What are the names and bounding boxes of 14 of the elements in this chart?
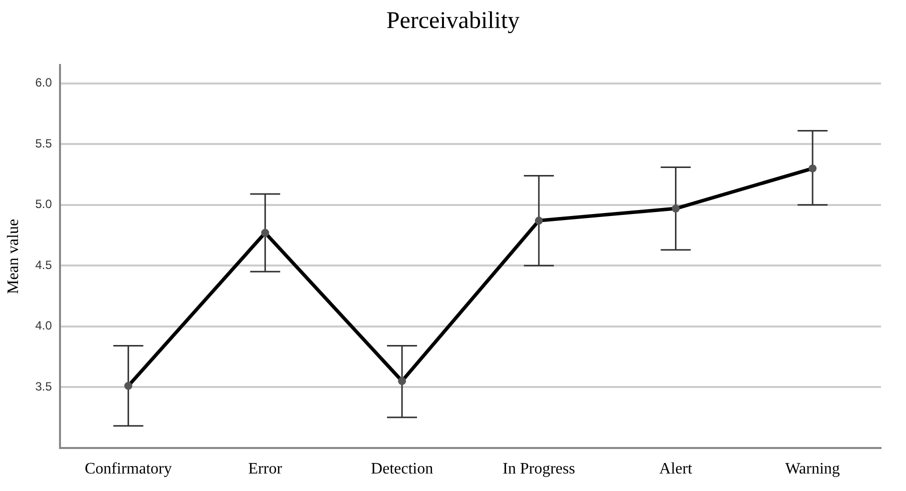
x-tick-label: Warning <box>785 460 840 478</box>
x-tick-label: In Progress <box>502 460 576 478</box>
y-tick-label: 4.0 <box>35 318 52 333</box>
y-tick-label: 6.0 <box>35 76 52 90</box>
x-tick-label: Alert <box>659 460 693 478</box>
y-tick-label: 5.5 <box>35 136 52 150</box>
y-tick-label: 5.0 <box>35 197 52 212</box>
x-tick-label: Error <box>248 460 283 478</box>
y-tick-label: 3.5 <box>35 379 52 394</box>
x-tick-label: Confirmatory <box>84 460 172 478</box>
chart-title: Perceivability <box>385 8 521 35</box>
y-axis-title: Mean value <box>4 218 22 294</box>
y-tick-label: 4.5 <box>35 258 52 272</box>
x-tick-label: Detection <box>370 460 434 478</box>
